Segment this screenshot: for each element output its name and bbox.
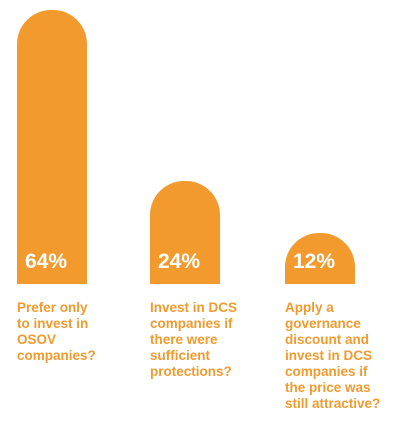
category-label-3: Apply a governance discount and invest i… [285, 300, 381, 411]
bar-2 [150, 181, 220, 284]
bar-value-label-1: 64% [25, 250, 68, 273]
bar-1 [17, 10, 87, 284]
bar-3 [285, 233, 355, 284]
category-label-1: Prefer only to invest in OSOV companies? [17, 300, 96, 363]
bar-value-label-2: 24% [158, 250, 201, 273]
category-label-2: Invest in DCS companies if there were su… [150, 300, 238, 379]
bar-value-label-3: 12% [293, 250, 336, 273]
